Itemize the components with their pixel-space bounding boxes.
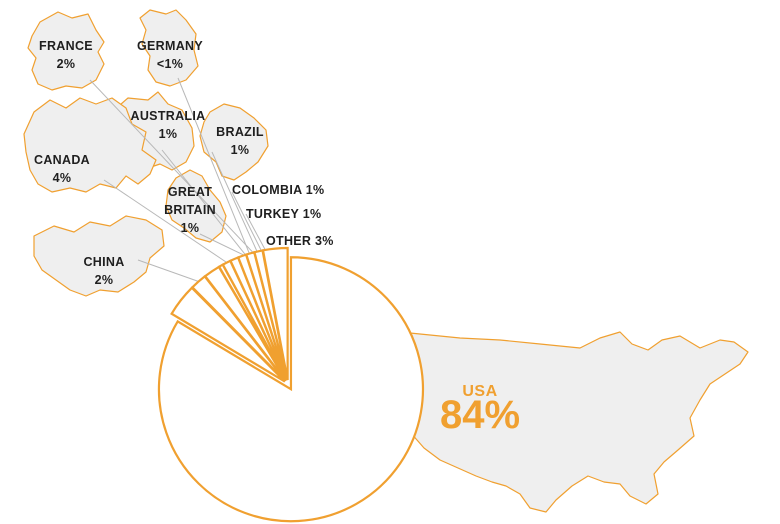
leader-lines [89, 77, 269, 283]
pie-chart [157, 246, 425, 523]
leader-france [89, 79, 263, 263]
leader-china [137, 259, 201, 283]
great-britain-map [165, 169, 227, 243]
germany-value: <1% [157, 57, 183, 71]
usa-label: USA [462, 383, 497, 400]
china-value: 2% [95, 273, 114, 287]
germany-label: GERMANY [137, 39, 203, 53]
colombia-label: COLOMBIA 1% [232, 183, 324, 197]
great-britain-value: 1% [181, 221, 200, 235]
country-labels: FRANCE 2% GERMANY <1% AUSTRALIA 1% BRAZI… [34, 39, 520, 437]
china-map [33, 215, 165, 297]
leader-brazil [211, 151, 261, 259]
canada-map [23, 97, 157, 193]
brazil-label: BRAZIL [216, 125, 264, 139]
canada-label: CANADA [34, 153, 90, 167]
leader-australia [161, 149, 249, 259]
france-label: FRANCE [39, 39, 93, 53]
canada-value: 4% [53, 171, 72, 185]
usa-map [379, 329, 749, 513]
australia-value: 1% [159, 127, 178, 141]
leader-colombia [231, 191, 265, 257]
germany-map [139, 9, 199, 87]
pie-slice-usa [157, 256, 425, 523]
great-britain-label-line1: GREAT [168, 185, 212, 199]
china-label: CHINA [83, 255, 124, 269]
country-maps [23, 9, 749, 513]
france-map [27, 11, 105, 91]
brazil-value: 1% [231, 143, 250, 157]
leader-canada [103, 179, 227, 263]
brazil-map [199, 103, 269, 181]
leader-turkey [245, 213, 269, 256]
usa-value: 84% [440, 393, 520, 437]
turkey-label: TURKEY 1% [246, 207, 321, 221]
leader-germany [177, 77, 253, 261]
pie-slice-other [261, 246, 289, 381]
other-label: OTHER 3% [266, 234, 334, 248]
australia-label: AUSTRALIA [131, 109, 206, 123]
great-britain-label-line2: BRITAIN [164, 203, 216, 217]
france-value: 2% [57, 57, 76, 71]
